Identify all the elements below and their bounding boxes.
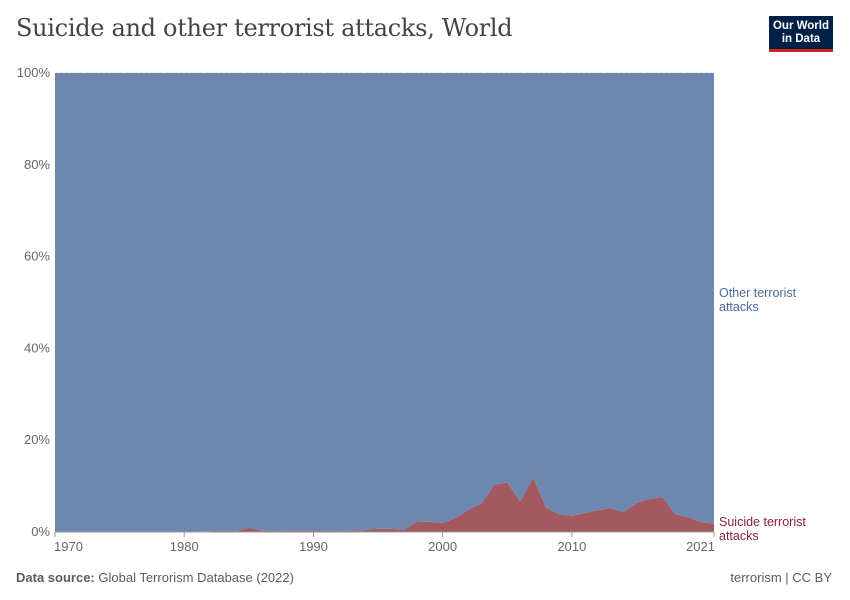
- y-tick-label: 100%: [17, 65, 51, 80]
- y-tick-label: 60%: [24, 249, 50, 264]
- area-other: [55, 73, 714, 532]
- x-tick-label: 1980: [170, 539, 199, 554]
- logo-line1: Our World: [772, 20, 829, 32]
- license[interactable]: terrorism | CC BY: [730, 570, 832, 585]
- x-tick-label: 2010: [557, 539, 586, 554]
- y-tick-label: 20%: [24, 432, 50, 447]
- y-tick-label: 80%: [24, 157, 50, 172]
- y-tick-label: 0%: [31, 524, 50, 539]
- x-tick-label: 2021: [686, 539, 715, 554]
- area-suicide: [55, 477, 714, 532]
- y-tick-label: 40%: [24, 340, 50, 355]
- series-label-suicide: attacks: [719, 529, 759, 543]
- logo-line2: in Data: [781, 33, 821, 45]
- source-label: Data source:: [16, 570, 95, 585]
- x-tick-label: 1970: [54, 539, 83, 554]
- x-tick-label: 2000: [428, 539, 457, 554]
- series-label-other: attacks: [719, 300, 759, 314]
- source-text[interactable]: Global Terrorism Database (2022): [98, 570, 294, 585]
- owid-logo[interactable]: Our World in Data: [769, 16, 833, 52]
- series-label-suicide: Suicide terrorist: [719, 515, 806, 529]
- series-label-other: Other terrorist: [719, 286, 797, 300]
- data-source: Data source: Global Terrorism Database (…: [16, 570, 294, 585]
- x-tick-label: 1990: [299, 539, 328, 554]
- chart-title: Suicide and other terrorist attacks, Wor…: [16, 14, 513, 42]
